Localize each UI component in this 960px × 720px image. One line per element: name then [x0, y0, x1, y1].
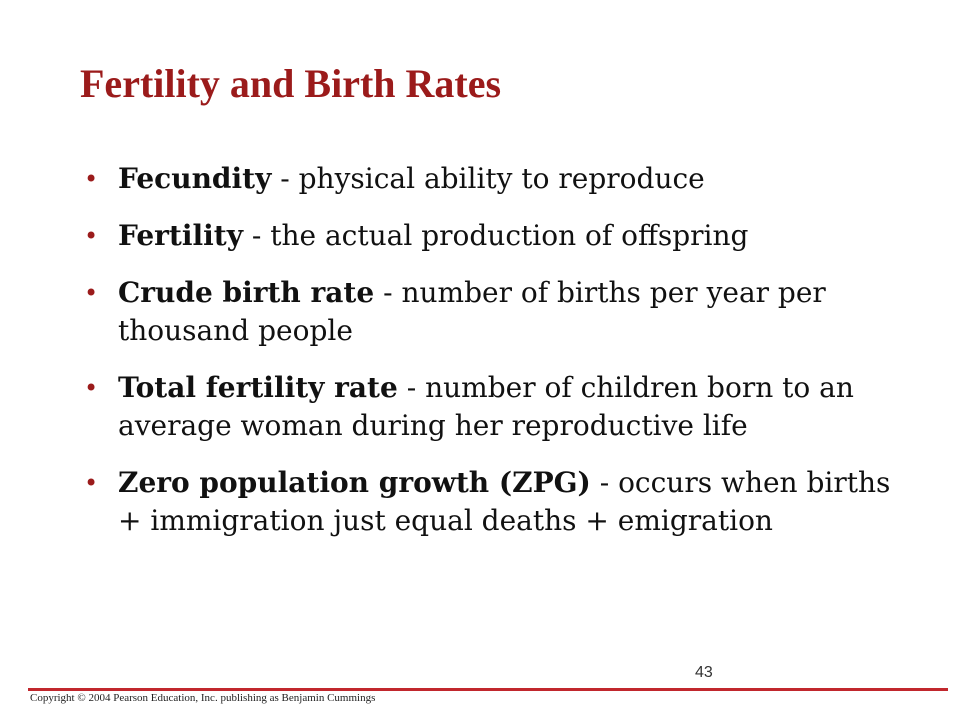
bullet-separator: -	[271, 162, 299, 195]
bullet-separator: -	[397, 371, 426, 404]
bullet-separator: -	[242, 219, 271, 252]
bullet-term: Fecundity	[118, 162, 272, 195]
bullet-icon: •	[84, 165, 99, 193]
bullet-definition: occurs when births + immigration just eq…	[118, 466, 891, 537]
bullet-item-fertility: • Fertility - the actual production of of…	[84, 217, 904, 255]
bullet-icon: •	[84, 279, 99, 307]
bullet-item-fecundity: • Fecundity - physical ability to reprodu…	[84, 160, 904, 198]
bullet-term: Total fertility rate	[118, 371, 398, 404]
bullet-definition: the actual production of offspring	[270, 219, 749, 252]
slide-title: Fertility and Birth Rates	[80, 61, 502, 106]
bullet-item-total-fertility-rate: • Total fertility rate - number of childr…	[84, 369, 904, 445]
bullet-term: Zero population growth (ZPG)	[118, 466, 591, 499]
bullet-icon: •	[84, 222, 99, 250]
bullet-item-zero-population-growth: • Zero population growth (ZPG) - occurs w…	[84, 464, 904, 540]
bullet-term: Fertility	[118, 219, 243, 252]
bullet-item-crude-birth-rate: • Crude birth rate - number of births per…	[84, 274, 904, 350]
bullet-list: • Fecundity - physical ability to reprodu…	[84, 160, 904, 559]
bullet-separator: -	[590, 466, 619, 499]
bullet-term: Crude birth rate	[118, 276, 375, 309]
bullet-icon: •	[84, 469, 99, 497]
copyright-notice: Copyright © 2004 Pearson Education, Inc.…	[30, 692, 376, 704]
bullet-definition: number of children born to an average wo…	[118, 371, 854, 442]
bullet-definition: number of births per year per thousand p…	[118, 276, 826, 347]
footer-divider	[28, 688, 948, 691]
bullet-icon: •	[84, 374, 99, 402]
bullet-definition: physical ability to reproduce	[298, 162, 705, 195]
bullet-separator: -	[374, 276, 402, 309]
slide-number: 43	[695, 664, 713, 681]
